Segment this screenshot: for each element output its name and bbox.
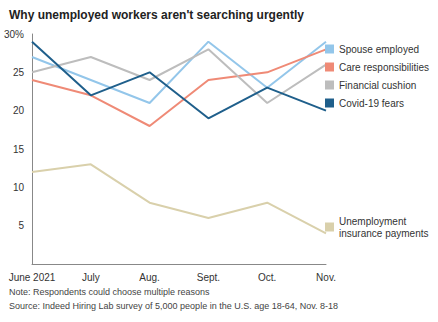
svg-text:Aug.: Aug. (139, 272, 160, 283)
svg-text:Unemployment: Unemployment (339, 216, 409, 227)
svg-text:Care responsibilities: Care responsibilities (339, 62, 429, 73)
svg-text:Spouse employed: Spouse employed (339, 44, 419, 55)
svg-text:Source: Indeed Hiring Lab surv: Source: Indeed Hiring Lab survey of 5,00… (9, 301, 338, 311)
svg-text:Nov.: Nov. (316, 272, 336, 283)
svg-text:Financial cushion: Financial cushion (339, 80, 416, 91)
svg-text:Note: Respondents could choose: Note: Respondents could choose multiple … (9, 287, 210, 297)
svg-text:July: July (82, 272, 100, 283)
svg-text:25: 25 (13, 67, 25, 78)
svg-text:Why unemployed workers aren't: Why unemployed workers aren't searching … (9, 8, 304, 22)
svg-text:30%: 30% (4, 29, 24, 40)
svg-text:Sept.: Sept. (197, 272, 220, 283)
svg-text:10: 10 (13, 182, 25, 193)
svg-text:insurance payments: insurance payments (339, 228, 429, 239)
svg-text:June 2021: June 2021 (9, 272, 56, 283)
svg-text:Oct.: Oct. (258, 272, 276, 283)
svg-text:5: 5 (18, 220, 24, 231)
svg-text:Covid-19 fears: Covid-19 fears (339, 98, 404, 109)
svg-text:20: 20 (13, 105, 25, 116)
svg-text:15: 15 (13, 144, 25, 155)
